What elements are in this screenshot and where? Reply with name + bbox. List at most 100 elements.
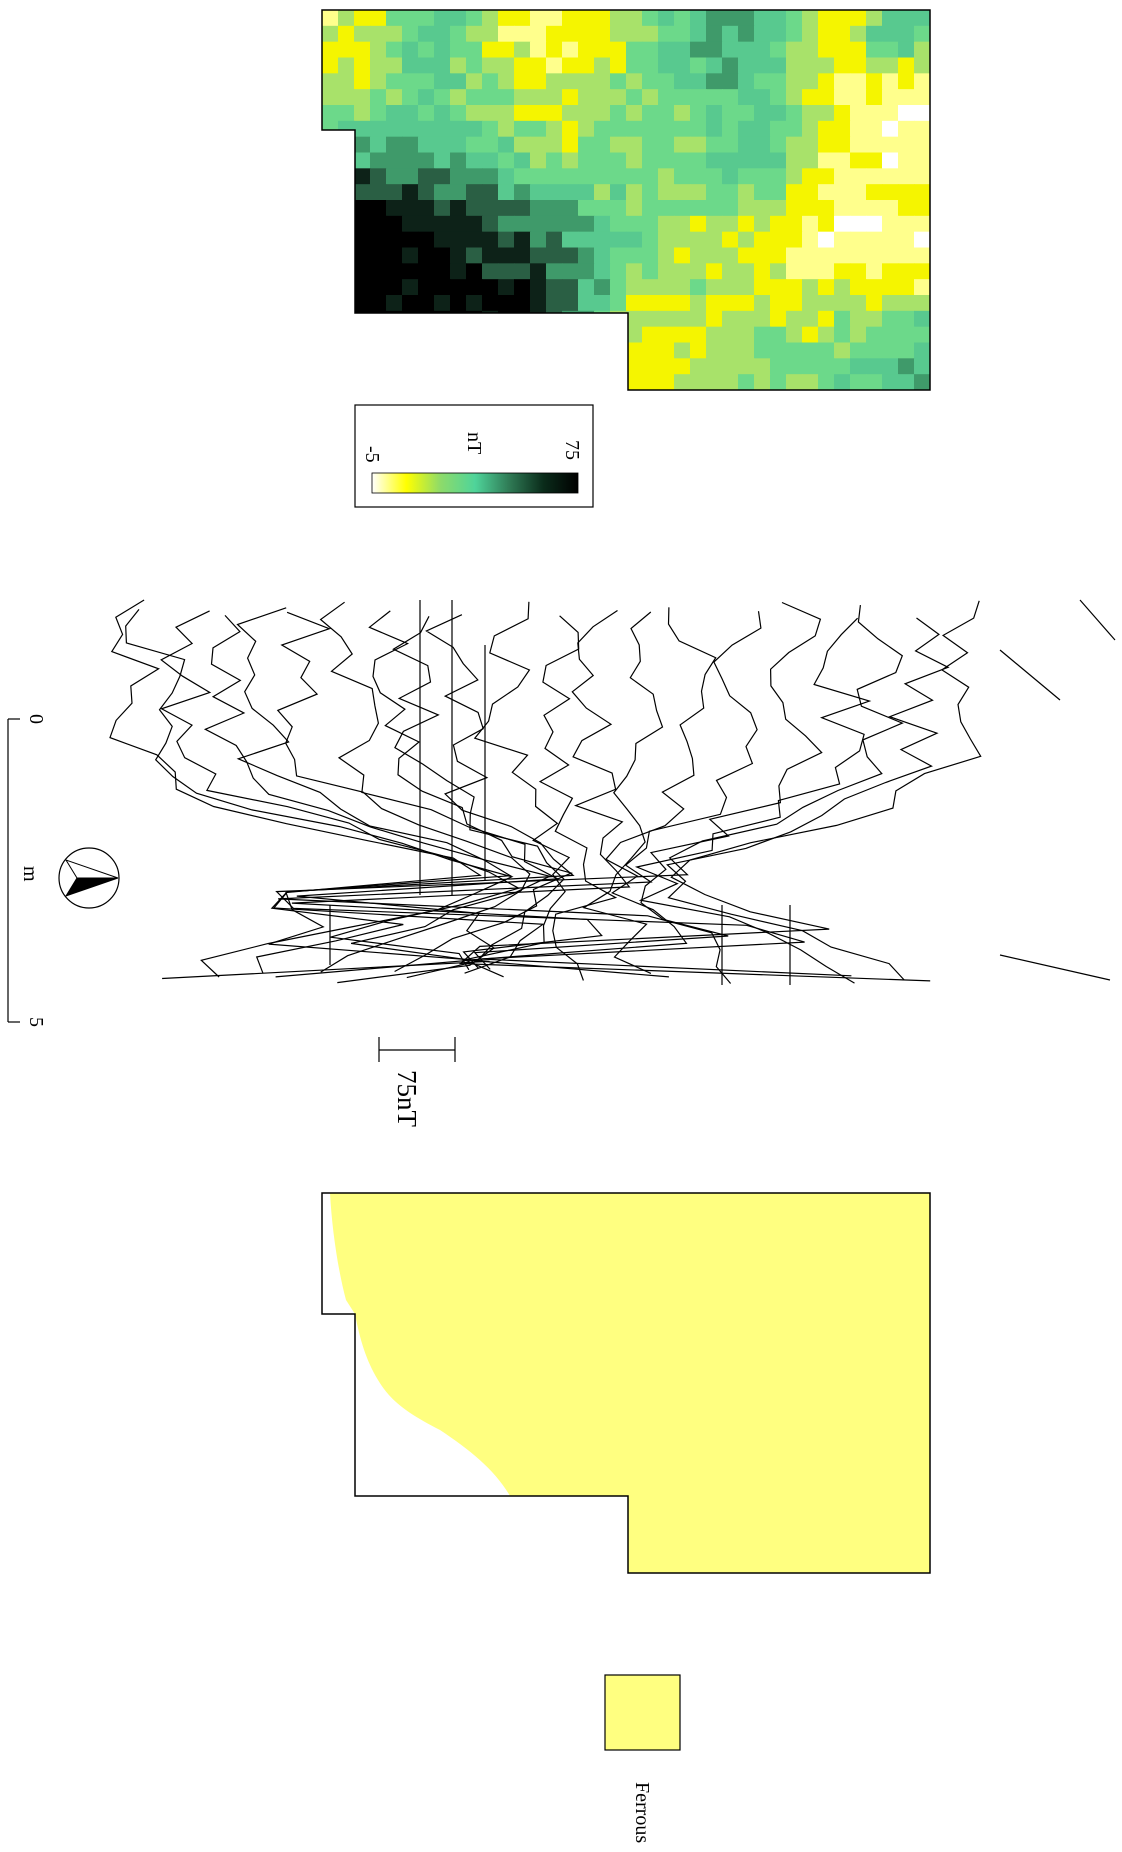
grid-cell [802, 310, 819, 328]
grid-cell [562, 231, 579, 249]
grid-cell [514, 342, 531, 359]
grid-cell [338, 89, 355, 106]
grid-cell [642, 310, 659, 328]
grid-cell [386, 374, 403, 390]
grid-cell [322, 105, 339, 122]
grid-cell [818, 374, 835, 390]
grid-cell [578, 25, 595, 43]
grid-cell [658, 89, 675, 106]
grid-cell [338, 57, 355, 74]
grid-cell [322, 263, 339, 280]
grid-cell [738, 184, 755, 201]
grid-cell [498, 105, 515, 122]
grid-cell [834, 41, 851, 59]
grid-cell [914, 231, 930, 249]
colorbar-gradient [371, 472, 579, 494]
grid-cell [370, 342, 387, 359]
grid-cell [850, 168, 867, 185]
grid-cell [706, 263, 723, 280]
grid-cell [706, 41, 723, 59]
grid-cell [770, 89, 787, 106]
grid-cell [338, 136, 355, 154]
grid-cell [642, 73, 659, 90]
grid-cell [498, 41, 515, 59]
grid-cell [514, 279, 531, 296]
grid-cell [690, 168, 707, 185]
grid-cell [354, 342, 371, 359]
trace-line [999, 649, 1061, 701]
grid-cell [418, 200, 435, 217]
grid-cell [594, 136, 611, 154]
grid-cell [674, 168, 691, 185]
grid-cell [546, 279, 563, 296]
grid-cell [914, 374, 930, 390]
grid-cell [610, 263, 627, 280]
grid-cell [754, 374, 771, 390]
grid-cell [818, 105, 835, 122]
grid-cell [386, 10, 403, 27]
grid-cell [770, 310, 787, 328]
grid-cell [482, 136, 499, 154]
grid-cell [706, 120, 723, 138]
grid-cell [402, 152, 419, 169]
grid-cell [562, 279, 579, 296]
grid-cell [690, 263, 707, 280]
grid-cell [738, 279, 755, 296]
grid-cell [578, 41, 595, 59]
grid-cell [882, 279, 899, 296]
grid-cell [594, 73, 611, 90]
grid-cell [514, 295, 531, 312]
grid-cell [722, 73, 739, 90]
grid-cell [642, 89, 659, 106]
distance-scale-bar: 0 m 5 [7, 714, 47, 1027]
grid-cell [450, 25, 467, 43]
grid-cell [770, 73, 787, 90]
grid-cell [818, 73, 835, 90]
grid-cell [450, 247, 467, 264]
grid-cell [530, 105, 547, 122]
grid-cell [370, 25, 387, 43]
grid-cell [610, 41, 627, 59]
grid-cell [626, 41, 643, 59]
grid-cell [610, 295, 627, 312]
grid-cell [322, 25, 339, 43]
grid-cell [386, 342, 403, 359]
grid-cell [322, 200, 339, 217]
grid-cell [834, 326, 851, 344]
grid-cell [450, 57, 467, 74]
grid-cell [690, 136, 707, 154]
grid-cell [322, 136, 339, 154]
grid-cell [610, 326, 627, 344]
grid-cell [674, 247, 691, 264]
grid-cell [866, 136, 883, 154]
grid-cell [914, 25, 930, 43]
trace-line [462, 601, 571, 978]
grid-cell [738, 73, 755, 90]
grid-cell [338, 374, 355, 390]
grid-cell [418, 120, 435, 138]
grid-cell [674, 358, 691, 375]
trace-line [276, 611, 531, 973]
grid-cell [802, 120, 819, 138]
grid-cell [370, 263, 387, 280]
grid-cell [770, 57, 787, 74]
grid-cell [562, 41, 579, 59]
grid-cell [658, 73, 675, 90]
grid-cell [914, 358, 930, 375]
grid-cell [802, 295, 819, 312]
grid-cell [418, 184, 435, 201]
grid-cell [770, 342, 787, 359]
grid-cell [738, 263, 755, 280]
grid-cell [354, 105, 371, 122]
grid-cell [610, 358, 627, 375]
grid-cell [386, 25, 403, 43]
grid-cell [578, 263, 595, 280]
grid-cell [514, 263, 531, 280]
grid-cell [802, 152, 819, 169]
grid-cell [658, 358, 675, 375]
trace-line [999, 954, 1111, 981]
grid-cell [594, 358, 611, 375]
grid-cell [658, 152, 675, 169]
grid-cell [882, 168, 899, 185]
grid-cell [834, 263, 851, 280]
